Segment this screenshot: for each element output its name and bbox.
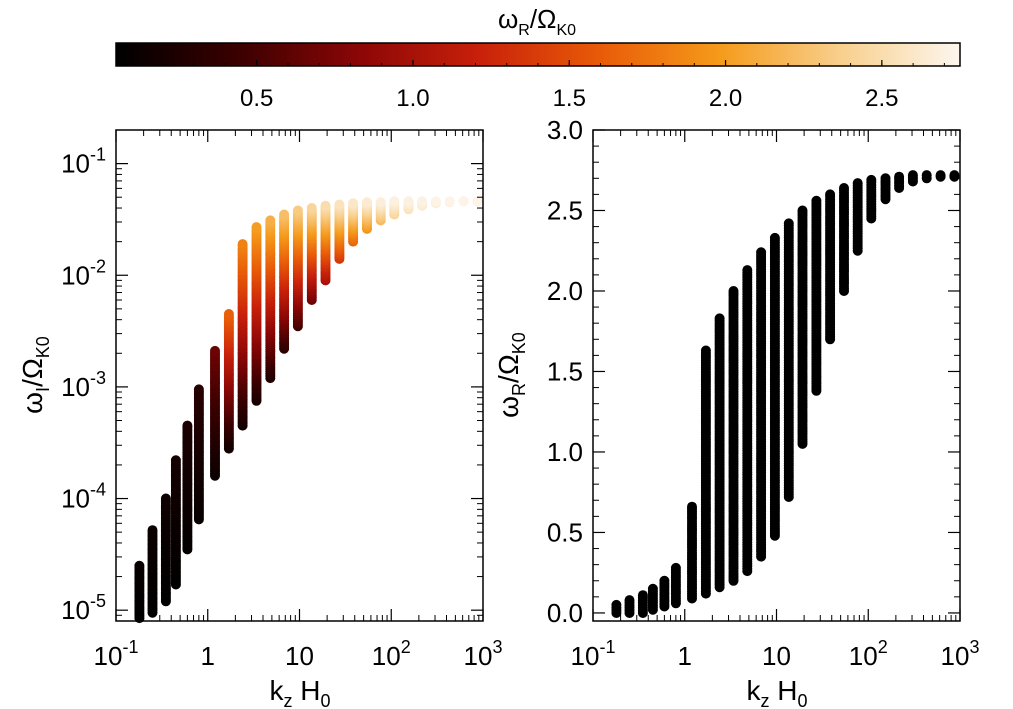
real-frequency-point xyxy=(935,170,946,181)
real-frequency-point xyxy=(769,232,780,243)
growth-rate-point xyxy=(389,196,400,207)
growth-rate-point xyxy=(458,196,469,207)
real-frequency-point xyxy=(880,173,891,184)
real-frequency-point xyxy=(700,345,711,356)
y-tick-label: 2.5 xyxy=(547,195,583,225)
y-tick-label: 0.0 xyxy=(547,598,583,628)
y-tick-label: 10-1 xyxy=(61,145,106,179)
growth-rate-point xyxy=(193,384,204,395)
growth-rate-y-label: ωI/ΩK0 xyxy=(17,336,53,414)
growth-rate-point xyxy=(237,239,248,250)
real-frequency-point xyxy=(783,218,794,229)
x-tick-label: 102 xyxy=(372,637,411,671)
real-frequency-point xyxy=(949,170,960,181)
y-tick-label: 10-4 xyxy=(61,480,106,514)
growth-rate-point xyxy=(279,209,290,220)
colorbar-tick-label: 1.5 xyxy=(553,85,586,112)
growth-rate-point xyxy=(170,455,181,466)
x-tick-label: 10-1 xyxy=(94,637,139,671)
growth-rate-point xyxy=(403,196,414,207)
x-tick-label: 103 xyxy=(464,637,503,671)
growth-rate-point xyxy=(210,345,220,356)
growth-rate-point xyxy=(160,493,171,504)
growth-rate-point xyxy=(147,525,158,536)
x-tick-label: 1 xyxy=(678,641,692,671)
real-frequency-point xyxy=(637,590,648,601)
growth-rate-points xyxy=(134,196,483,624)
x-tick-label: 1 xyxy=(201,641,215,671)
colorbar-tick-label: 2.5 xyxy=(865,85,898,112)
y-tick-label: 10-3 xyxy=(61,368,106,402)
real-frequency-panel: 10-1 1 10 102 103 0.0 0.5 1.0 1.5 2.0 2.5 3.0 kz H0… xyxy=(493,115,979,709)
growth-rate-point xyxy=(430,196,441,207)
colorbar: 0.5 1.0 1.5 2.0 2.5 xyxy=(115,42,961,112)
x-tick-label: 10-1 xyxy=(571,637,616,671)
real-frequency-point xyxy=(624,595,635,606)
growth-rate-point xyxy=(182,420,193,431)
real-frequency-point xyxy=(659,575,670,586)
x-tick-label: 102 xyxy=(849,637,888,671)
real-frequency-points xyxy=(611,170,960,618)
growth-rate-point xyxy=(444,196,455,207)
real-frequency-point xyxy=(839,183,849,193)
x-tick-label: 10 xyxy=(762,641,791,671)
colorbar-gradient xyxy=(115,42,961,67)
growth-rate-point xyxy=(292,205,303,216)
real-frequency-point xyxy=(866,174,877,185)
x-tick-label: 103 xyxy=(941,637,980,671)
real-frequency-point xyxy=(921,170,932,181)
real-frequency-point xyxy=(728,286,739,296)
y-tick-label: 10-5 xyxy=(61,591,106,625)
growth-rate-point xyxy=(348,198,359,209)
growth-rate-point xyxy=(306,203,317,213)
real-frequency-point xyxy=(714,313,725,324)
growth-rate-point xyxy=(251,222,262,233)
colorbar-tick-label: 1.0 xyxy=(396,85,429,112)
real-frequency-point xyxy=(797,205,808,216)
real-frequency-x-label: kz H0 xyxy=(746,675,807,709)
real-frequency-point xyxy=(852,178,863,189)
y-tick-label: 0.5 xyxy=(547,517,583,547)
growth-rate-point xyxy=(320,200,331,211)
y-tick-label: 10-2 xyxy=(61,256,106,290)
growth-rate-point xyxy=(375,197,386,208)
real-frequency-point xyxy=(894,171,905,182)
growth-rate-point xyxy=(134,560,145,571)
real-frequency-y-label: ωR/ΩK0 xyxy=(493,332,529,418)
real-frequency-point xyxy=(687,501,697,512)
real-frequency-point xyxy=(647,583,658,594)
colorbar-tick-label: 2.0 xyxy=(709,85,742,112)
real-frequency-point xyxy=(756,247,767,258)
real-frequency-point xyxy=(611,599,622,610)
real-frequency-point xyxy=(670,562,681,573)
colorbar-title: ωR/ΩK0 xyxy=(498,4,576,39)
y-tick-label: 1.5 xyxy=(547,356,583,386)
growth-rate-point xyxy=(472,196,483,207)
real-frequency-point xyxy=(825,189,836,200)
growth-rate-point xyxy=(334,199,345,210)
y-tick-label: 3.0 xyxy=(547,115,583,145)
growth-rate-point xyxy=(265,215,276,226)
growth-rate-point xyxy=(417,196,428,207)
real-frequency-point xyxy=(811,195,822,206)
x-tick-label: 10 xyxy=(285,641,314,671)
growth-rate-point xyxy=(223,309,234,319)
colorbar-tick-label: 0.5 xyxy=(240,85,273,112)
growth-rate-x-label: kz H0 xyxy=(269,675,330,709)
real-frequency-point xyxy=(742,265,753,276)
y-tick-label: 1.0 xyxy=(547,437,583,467)
y-tick-label: 2.0 xyxy=(547,276,583,306)
real-frequency-point xyxy=(907,170,918,181)
growth-rate-point xyxy=(362,197,372,208)
